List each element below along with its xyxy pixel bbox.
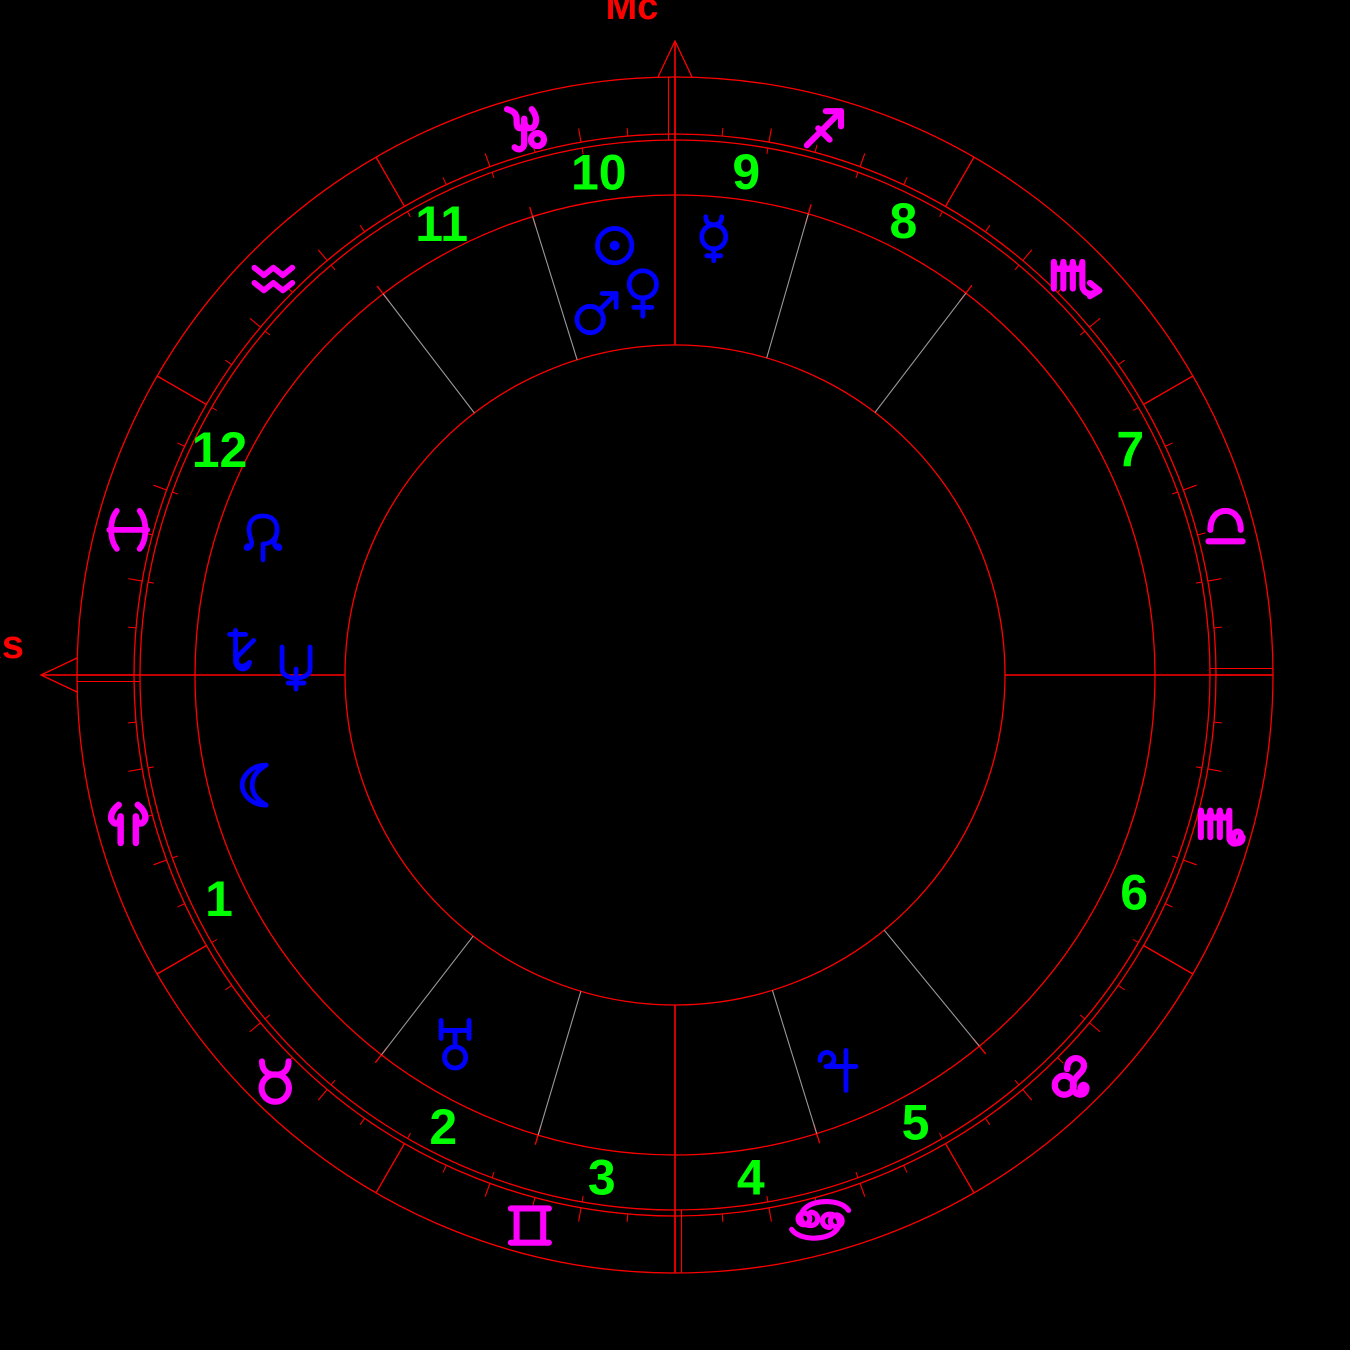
svg-text:3: 3: [588, 1150, 616, 1206]
svg-text:4: 4: [737, 1149, 765, 1205]
svg-text:As: As: [0, 623, 24, 667]
svg-text:1: 1: [205, 871, 233, 927]
svg-text:7: 7: [1116, 422, 1144, 478]
svg-text:5: 5: [902, 1094, 930, 1150]
svg-text:8: 8: [889, 193, 917, 249]
svg-text:12: 12: [192, 422, 248, 478]
svg-text:Mc: Mc: [606, 0, 659, 28]
svg-text:6: 6: [1120, 864, 1148, 920]
svg-text:10: 10: [571, 145, 627, 201]
svg-text:9: 9: [732, 144, 760, 200]
svg-text:2: 2: [429, 1099, 457, 1155]
svg-text:11: 11: [415, 196, 468, 252]
